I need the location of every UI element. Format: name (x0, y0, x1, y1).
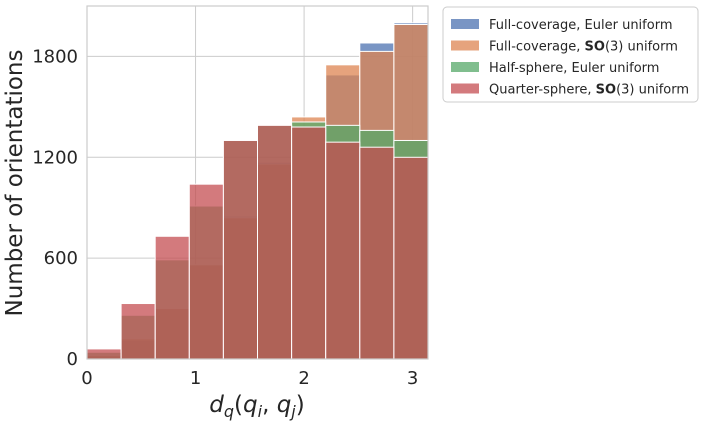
y-tick-label-3: 1800 (32, 46, 78, 67)
legend-swatch-3 (451, 83, 479, 94)
bars-layer (86, 22, 429, 360)
bar-series-3-bin-7 (325, 141, 361, 360)
plot-frame (86, 5, 429, 360)
x-tick-label-0: 0 (81, 368, 92, 389)
bar-series-3-bin-6 (291, 126, 327, 360)
legend-swatch-1 (451, 40, 479, 51)
legend: Full-coverage, Euler uniform Full-coverag… (442, 6, 699, 103)
bar-series-3-bin-5 (257, 124, 293, 360)
y-tick-label-1: 600 (44, 248, 78, 269)
y-axis-label: Number of orientations (2, 50, 28, 317)
legend-label-1: Full-coverage, SO(3) uniform (489, 40, 678, 55)
legend-swatch-2 (451, 62, 479, 72)
x-axis-label: dq(qi, qj) (209, 392, 304, 421)
bar-series-3-bin-0 (86, 348, 122, 360)
x-tick-label-3: 3 (407, 368, 418, 389)
bar-series-3-bin-1 (120, 303, 156, 360)
bar-series-3-bin-9 (393, 156, 429, 360)
legend-label-2: Half-sphere, Euler uniform (489, 61, 659, 76)
x-tick-label-1: 1 (190, 368, 201, 389)
bar-series-3-bin-4 (222, 139, 259, 360)
legend-label-3: Quarter-sphere, SO(3) uniform (489, 83, 689, 98)
legend-swatch-0 (451, 19, 479, 29)
bar-series-3-bin-8 (359, 146, 395, 360)
x-tick-label-2: 2 (298, 368, 309, 389)
y-tick-label-2: 1200 (32, 147, 78, 168)
bar-series-3-bin-2 (154, 235, 190, 360)
legend-label-0: Full-coverage, Euler uniform (489, 18, 672, 33)
legend-box (442, 6, 699, 103)
axes-layer (86, 5, 429, 360)
ticks-layer: 0 1 2 3 0 600 1200 1800 (32, 46, 418, 389)
bar-series-3-bin-3 (188, 183, 224, 360)
y-tick-label-0: 0 (67, 349, 78, 370)
